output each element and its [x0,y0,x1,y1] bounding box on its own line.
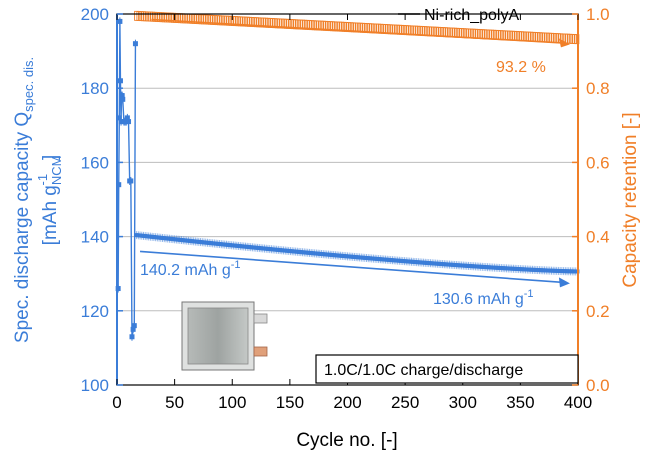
pouch-cell-icon [181,301,268,371]
legend-label: Ni-rich_polyA [424,7,519,24]
x-tick-label: 150 [276,393,304,412]
capacity-trend-arrow [139,250,562,284]
x-tick-label: 300 [449,393,477,412]
formation-point [116,182,122,188]
capacity-retention-series [134,10,580,48]
x-tick-label: 250 [391,393,419,412]
retention-arrow-head [558,38,570,48]
y-left-title-main: Spec. discharge capacity Q [12,112,33,343]
y-right-tick-label: 0.6 [586,153,610,172]
formation-point [119,93,125,99]
x-tick-label: 200 [333,393,361,412]
grid-lines [117,87,578,312]
capacity-arrow-head [558,277,570,288]
y-left-tick-label: 100 [81,376,109,395]
y-left-tick-label: 120 [81,302,109,321]
y-left-tick-label: 160 [81,153,109,172]
y-right-tick-label: 1.0 [586,5,610,24]
end-capacity-label: 130.6 mAh g-1 [433,288,534,308]
start-capacity-value: 140.2 mAh g [140,262,231,279]
protocol-box [315,354,579,384]
svg-text:Spec. discharge capacity Qspec: Spec. discharge capacity Qspec. dis. [12,57,36,343]
x-tick-label: 400 [564,393,592,412]
y-right-tick-label: 0.0 [586,376,610,395]
y-left-unit-close: ] [40,155,61,160]
axis-ticks: 0 50 100 150 200 250 300 350 400 100 120 140 160 180 2… [81,5,610,412]
y-right-tick-label: 0.8 [586,79,610,98]
formation-point [117,78,123,84]
formation-point [118,119,124,125]
retention-label: 93.2 % [496,59,546,76]
y-right-tick-label: 0.4 [586,228,610,247]
y-left-tick-label: 200 [81,5,109,24]
y-left-unit-sub: NCM [49,156,64,186]
formation-point [124,115,130,121]
formation-point [115,286,121,292]
formation-point [120,96,126,102]
y-axis-title-right: Capacity retention [-] [620,112,641,287]
y-left-tick-label: 140 [81,228,109,247]
formation-point [129,334,135,340]
y-axis-title-left-unit: [mAh gNCM-1] [35,155,64,246]
y-axis-title-left: Spec. discharge capacity Qspec. dis. [12,57,36,343]
y-left-unit-sup: -1 [35,174,50,186]
start-capacity-label: 140.2 mAh g-1 [140,259,241,279]
formation-point [126,119,132,125]
start-capacity-unit-sup: -1 [231,259,241,271]
formation-point [128,178,134,184]
x-axis-title: Cycle no. [-] [296,430,397,451]
formation-point [130,326,136,332]
cell-tab-top [253,313,268,324]
y-right-tick-label: 0.2 [586,302,610,321]
y-left-title-sub: spec. dis. [21,57,36,112]
y-left-unit-open: [mAh g [40,185,61,245]
x-tick-label: 0 [112,393,121,412]
y-left-tick-label: 180 [81,79,109,98]
x-tick-label: 350 [506,393,534,412]
x-tick-label: 100 [218,393,246,412]
retention-trend-arrow [151,18,562,44]
formation-point [131,323,137,329]
discharge-capacity-series [115,17,580,341]
protocol-label: 1.0C/1.0C charge/discharge [324,362,523,379]
formation-point [116,115,122,121]
formation-point [132,41,138,47]
svg-text:[mAh gNCM-1]: [mAh gNCM-1] [35,155,64,246]
end-capacity-unit-sup: -1 [524,288,534,300]
end-capacity-value: 130.6 mAh g [433,291,524,308]
formation-point [117,18,123,24]
cell-tab-bottom [253,346,268,357]
svg-text:Capacity retention [-]: Capacity retention [-] [620,112,641,287]
x-tick-label: 50 [165,393,184,412]
